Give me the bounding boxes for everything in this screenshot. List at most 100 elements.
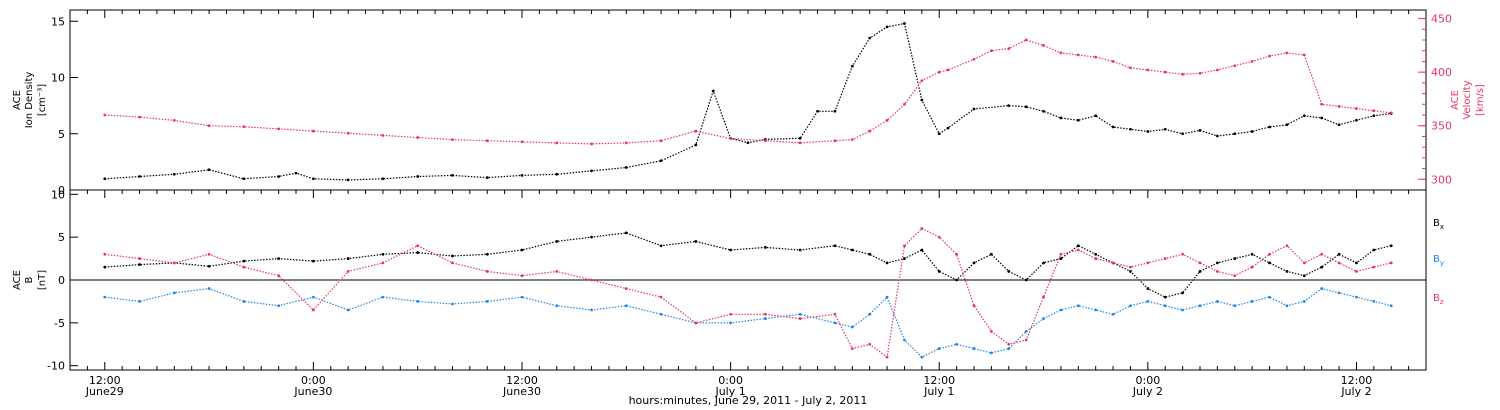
top-data-point <box>937 132 941 136</box>
top-data-point <box>311 177 315 181</box>
bottom-data-point <box>903 338 906 342</box>
bottom-data-point <box>1372 248 1376 252</box>
top-left-ylabel-line2: Ion Density <box>24 72 35 129</box>
bottom-data-point <box>381 295 385 299</box>
bottom-data-point <box>138 300 141 303</box>
bottom-data-point <box>1163 304 1167 308</box>
bottom-data-point <box>590 308 593 312</box>
bottom-data-point <box>955 278 959 282</box>
bottom-data-point <box>868 342 872 346</box>
bottom-data-point <box>903 244 906 248</box>
bottom-data-point <box>1268 252 1271 256</box>
top-data-point <box>1215 68 1219 72</box>
top-data-point <box>1250 130 1254 133</box>
top-left-ytick-label: 5 <box>58 128 65 141</box>
top-data-point <box>885 25 889 29</box>
top-data-point <box>1285 51 1289 55</box>
bottom-data-point <box>624 287 628 290</box>
bottom-data-point <box>1215 300 1219 303</box>
bottom-data-point <box>1024 330 1028 333</box>
top-data-point <box>850 138 854 142</box>
bottom-data-point <box>1233 274 1237 278</box>
data-group <box>103 22 1393 359</box>
top-data-point <box>294 171 298 175</box>
bottom-data-point <box>1094 257 1098 260</box>
top-series-trace <box>104 22 1392 181</box>
top-data-point <box>1129 66 1132 70</box>
top-data-point <box>1198 71 1202 75</box>
bottom-data-point <box>659 295 663 299</box>
x-tick-label-time: 12:00 <box>923 374 955 387</box>
bottom-data-point <box>1198 261 1202 265</box>
bottom-data-point <box>729 248 733 252</box>
bottom-series-trace <box>104 232 1392 298</box>
x-tick-label-time: 12:00 <box>506 374 538 387</box>
bottom-data-point <box>798 312 802 316</box>
legend-bx: Bx <box>1433 218 1444 231</box>
x-tick-label-time: 12:00 <box>1341 374 1373 387</box>
x-tick-label-date: June30 <box>502 385 541 398</box>
bottom-data-point <box>1076 244 1080 248</box>
top-left-ylabel-line3: [cm⁻³] <box>37 84 48 116</box>
top-data-point <box>816 109 819 113</box>
tick-group: 051015300350400450-10-5051012:00June290:… <box>47 10 1452 398</box>
x-tick-label-date: July 2 <box>1132 385 1163 398</box>
bottom-data-point <box>763 317 767 320</box>
top-data-point <box>1250 60 1254 63</box>
bottom-data-point <box>798 317 802 320</box>
top-data-point <box>555 172 559 176</box>
bottom-data-point <box>207 252 211 256</box>
top-data-point <box>850 64 854 68</box>
bottom-data-point <box>763 312 767 316</box>
bottom-data-point <box>1094 252 1098 256</box>
top-data-point <box>972 107 976 111</box>
top-data-point <box>1320 102 1324 106</box>
top-data-point <box>624 166 628 169</box>
top-data-point <box>1111 60 1115 63</box>
bottom-data-point <box>1129 270 1132 273</box>
top-data-point <box>207 168 211 172</box>
bottom-data-point <box>1302 300 1306 303</box>
bottom-data-point <box>520 248 524 252</box>
top-data-point <box>381 133 385 137</box>
top-left-ylabel-line1: ACE <box>12 90 23 110</box>
bottom-data-point <box>346 257 350 260</box>
bottom-data-point <box>1146 300 1150 303</box>
bottom-data-point <box>242 300 246 303</box>
bottom-data-point <box>1146 261 1150 265</box>
bottom-data-point <box>920 355 924 359</box>
top-data-point <box>242 125 246 129</box>
top-data-point <box>989 49 993 53</box>
bottom-data-point <box>955 252 959 256</box>
bottom-data-point <box>1076 248 1080 252</box>
top-data-point <box>1337 105 1341 108</box>
top-data-point <box>1233 132 1237 136</box>
bottom-series-trace <box>104 287 1392 358</box>
bottom-data-point <box>937 347 941 350</box>
bottom-data-point <box>207 264 211 268</box>
top-data-point <box>868 36 872 40</box>
x-tick-label-time: 12:00 <box>89 374 121 387</box>
bottom-data-point <box>868 312 872 316</box>
bottom-data-point <box>885 261 889 265</box>
x-tick-label-date: July 1 <box>714 385 745 398</box>
bottom-data-point <box>989 351 993 355</box>
bottom-data-point <box>1389 244 1393 248</box>
bottom-data-point <box>729 312 733 316</box>
bottom-data-point <box>937 270 941 273</box>
top-data-point <box>1111 125 1115 129</box>
bottom-data-point <box>1059 257 1063 260</box>
bottom-data-point <box>138 263 141 266</box>
x-tick-label-time: 0:00 <box>718 374 743 387</box>
bottom-data-point <box>1042 295 1045 299</box>
top-data-point <box>207 124 211 128</box>
top-data-point <box>1181 72 1185 76</box>
top-data-point <box>1024 38 1028 42</box>
top-data-point <box>833 139 837 143</box>
top-data-point <box>798 136 802 140</box>
bottom-data-point <box>311 259 315 263</box>
bottom-data-point <box>138 257 141 260</box>
bottom-data-point <box>833 321 837 325</box>
bottom-data-point <box>1233 304 1237 308</box>
bottom-data-point <box>624 231 628 235</box>
